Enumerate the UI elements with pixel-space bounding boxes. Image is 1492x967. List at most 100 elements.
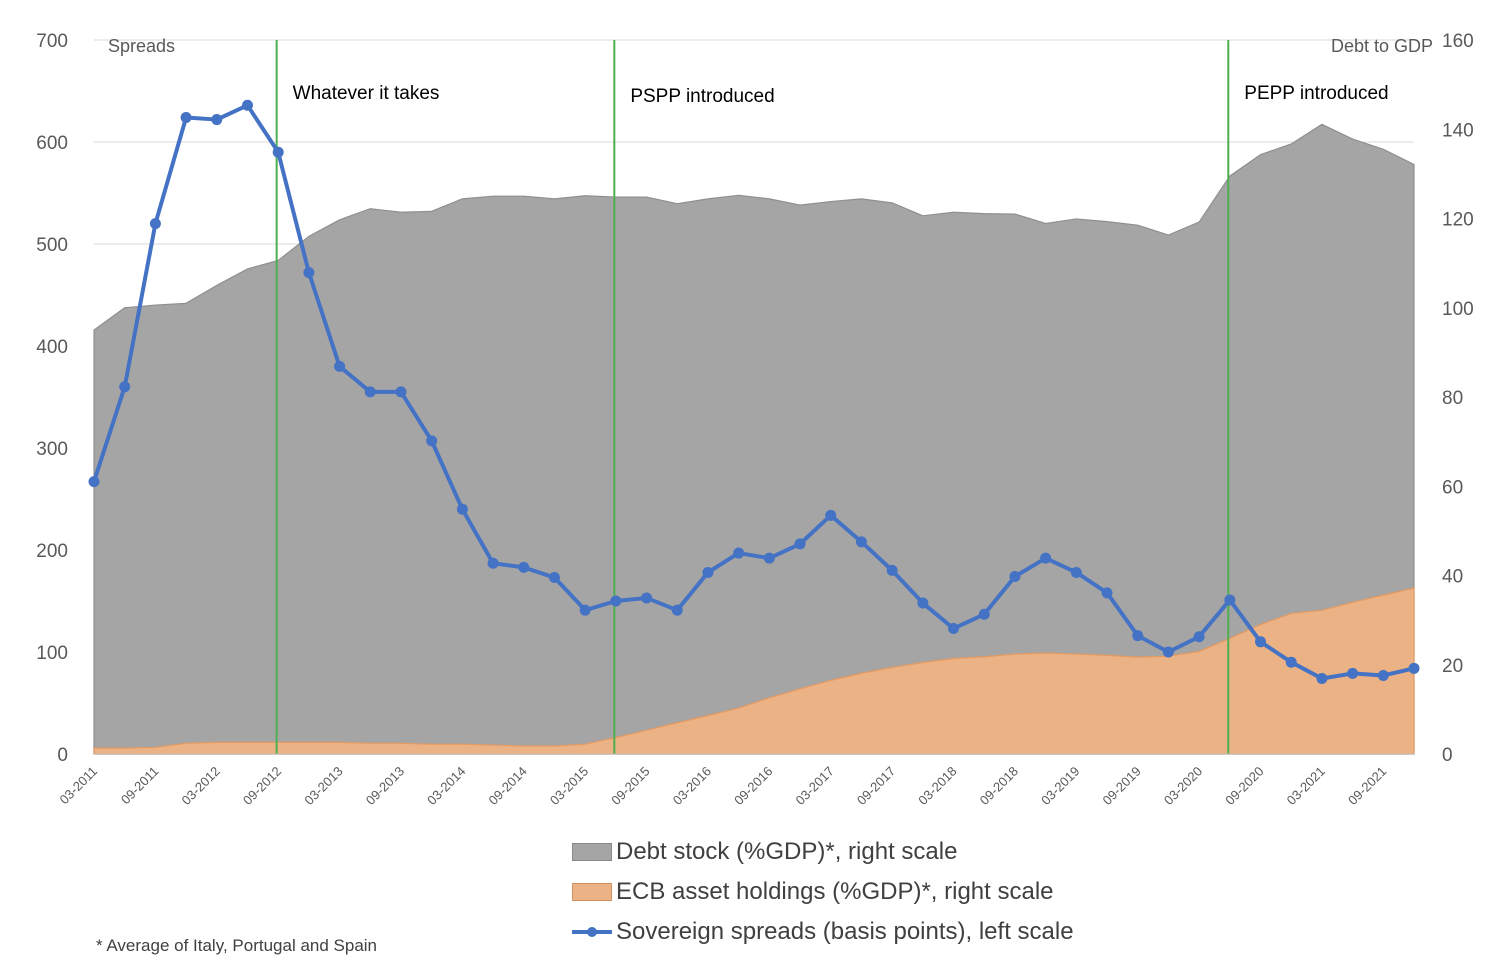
spreads-point	[1347, 667, 1359, 679]
spreads-point	[794, 538, 806, 550]
x-tick-label: 03-2014	[424, 764, 468, 808]
legend-swatch-ecb	[572, 883, 612, 901]
x-tick-label: 03-2021	[1284, 764, 1328, 808]
x-tick-label: 03-2020	[1161, 764, 1205, 808]
spreads-point	[733, 547, 745, 559]
spreads-point	[1316, 673, 1328, 685]
spreads-point	[334, 360, 346, 372]
spreads-point	[211, 114, 223, 126]
spreads-point	[1040, 552, 1052, 564]
x-tick-label: 09-2014	[486, 764, 530, 808]
spread-line-layer	[88, 99, 1420, 685]
left-tick-label: 400	[36, 337, 68, 358]
right-tick-label: 60	[1442, 477, 1463, 498]
x-tick-label: 03-2012	[179, 764, 223, 808]
right-tick-label: 100	[1442, 299, 1474, 320]
x-tick-label: 03-2019	[1038, 764, 1082, 808]
spreads-point	[1101, 587, 1113, 599]
spreads-point	[641, 592, 653, 604]
area-layer	[93, 123, 1415, 755]
x-tick-label: 09-2021	[1345, 764, 1389, 808]
annotation-label: PEPP introduced	[1244, 83, 1388, 104]
left-tick-label: 300	[36, 439, 68, 460]
spreads-point	[1070, 566, 1082, 578]
spreads-point	[241, 99, 253, 111]
spreads-line	[92, 103, 1415, 681]
x-tick-label: 09-2019	[1099, 764, 1143, 808]
spreads-point	[610, 595, 622, 607]
spreads-point	[1162, 646, 1174, 658]
spreads-point	[1255, 636, 1267, 648]
x-tick-label: 09-2020	[1222, 764, 1266, 808]
x-tick-label: 09-2018	[977, 764, 1021, 808]
right-tick-label: 140	[1442, 120, 1474, 141]
x-tick-label: 09-2012	[240, 764, 284, 808]
legend-label-ecb: ECB asset holdings (%GDP)*, right scale	[616, 878, 1054, 905]
spreads-point	[1377, 669, 1389, 681]
x-tick-label: 03-2013	[301, 764, 345, 808]
spreads-point	[763, 552, 775, 564]
left-tick-label: 700	[36, 31, 68, 52]
spreads-point	[456, 503, 468, 515]
legend-item-spreads[interactable]: Sovereign spreads (basis points), left s…	[572, 912, 1132, 952]
spreads-point	[119, 381, 131, 393]
spreads-point	[1193, 631, 1205, 643]
spreads-point	[149, 218, 161, 230]
x-tick-label: 03-2018	[915, 764, 959, 808]
right-tick-label: 20	[1442, 656, 1463, 677]
spreads-point	[855, 536, 867, 548]
spreads-point	[917, 597, 929, 609]
x-tick-label: 09-2011	[118, 764, 162, 808]
left-tick-label: 200	[36, 541, 68, 562]
spreads-point	[1009, 571, 1021, 583]
annotation-lines: Whatever it takes PSPP introduced PEPP int…	[275, 40, 1389, 754]
right-tick-label: 40	[1442, 567, 1463, 588]
spreads-point	[579, 604, 591, 616]
annotation-label: PSPP introduced	[630, 86, 774, 107]
x-tick-label: 09-2016	[731, 764, 775, 808]
spreads-point	[1285, 656, 1297, 668]
x-tick-label: 03-2011	[56, 764, 100, 808]
right-tick-label: 80	[1442, 388, 1463, 409]
spreads-point	[272, 146, 284, 158]
spreads-point	[978, 608, 990, 620]
spreads-point	[487, 557, 499, 569]
spreads-point	[825, 509, 837, 521]
x-tick-label: 03-2016	[670, 764, 714, 808]
left-tick-label: 100	[36, 643, 68, 664]
x-tick-label: 09-2017	[854, 764, 898, 808]
left-tick-label: 0	[57, 745, 68, 766]
right-tick-label: 120	[1442, 210, 1474, 231]
spreads-point	[671, 604, 683, 616]
spreads-point	[702, 566, 714, 578]
legend: Debt stock (%GDP)*, right scale ECB asse…	[572, 832, 1132, 952]
spreads-point	[88, 476, 100, 488]
spreads-point	[1224, 594, 1236, 606]
spreads-point	[1132, 630, 1144, 642]
right-tick-label: 0	[1442, 745, 1453, 766]
legend-item-debt[interactable]: Debt stock (%GDP)*, right scale	[572, 832, 1132, 872]
spreads-point	[548, 572, 560, 584]
spreads-point	[1408, 662, 1420, 674]
x-tick-label: 09-2015	[608, 764, 652, 808]
left-tick-label: 500	[36, 235, 68, 256]
legend-item-ecb[interactable]: ECB asset holdings (%GDP)*, right scale	[572, 872, 1132, 912]
spreads-point	[426, 435, 438, 447]
right-axis-title: Debt to GDP	[1331, 36, 1433, 56]
spreads-point	[303, 267, 315, 279]
ecb-holdings-area	[93, 587, 1415, 755]
spreads-point	[180, 112, 192, 124]
footnote: * Average of Italy, Portugal and Spain	[96, 936, 378, 955]
debt-stock-area	[93, 123, 1415, 755]
legend-label-spreads: Sovereign spreads (basis points), left s…	[616, 918, 1074, 945]
left-axis-title: Spreads	[108, 36, 175, 56]
legend-swatch-debt	[572, 843, 612, 861]
spreads-point	[948, 623, 960, 635]
legend-swatch-spreads	[572, 923, 612, 941]
right-tick-label: 160	[1442, 31, 1474, 52]
spreads-point	[395, 386, 407, 398]
annotation-label: Whatever it takes	[293, 83, 440, 104]
legend-label-debt: Debt stock (%GDP)*, right scale	[616, 838, 958, 865]
left-tick-label: 600	[36, 133, 68, 154]
